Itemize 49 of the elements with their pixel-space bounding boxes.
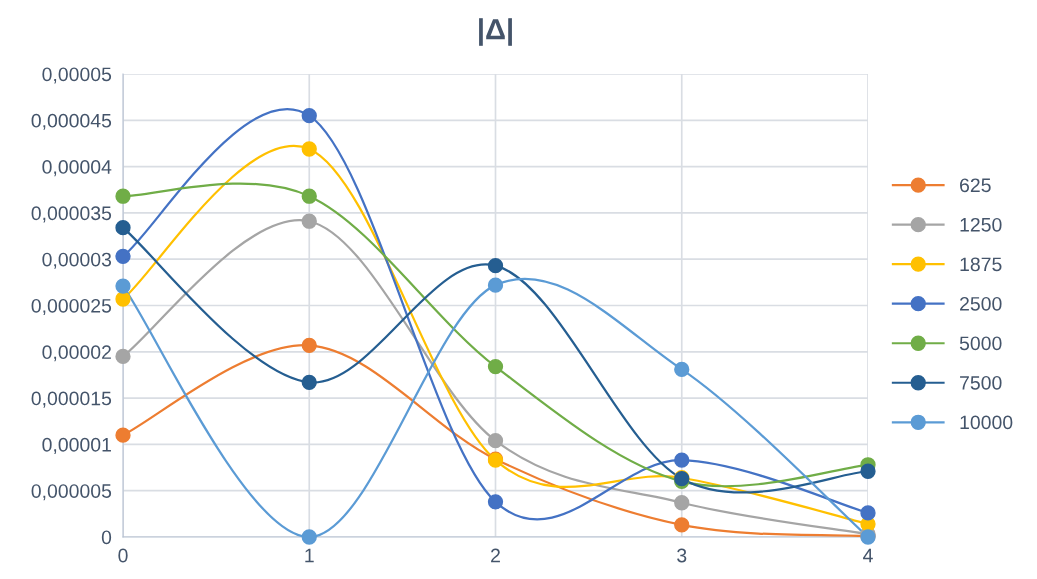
y-tick-label: 0,000045 xyxy=(31,113,112,130)
point xyxy=(674,452,690,468)
point xyxy=(115,291,131,307)
point xyxy=(674,361,690,378)
y-tick-label: 0 xyxy=(101,530,112,545)
y-tick-label: 0,000035 xyxy=(31,206,112,223)
point xyxy=(860,463,876,479)
point xyxy=(487,258,504,274)
x-tick-label: 0 xyxy=(118,548,128,563)
x-tick-label: 2 xyxy=(491,548,500,563)
point xyxy=(115,220,131,236)
y-tick-label: 0,00001 xyxy=(42,437,111,454)
legend-label: 1875 xyxy=(960,257,1002,272)
point xyxy=(115,278,131,294)
y-tick-label: 0,000025 xyxy=(31,298,112,316)
point xyxy=(860,505,876,521)
y-tick-label: 0,00003 xyxy=(42,252,112,269)
y-tick-label: 0,000005 xyxy=(31,484,112,501)
point xyxy=(301,374,317,390)
point xyxy=(674,517,690,533)
point xyxy=(301,141,317,157)
point xyxy=(301,108,317,124)
point xyxy=(115,248,131,265)
legend-label: 10000 xyxy=(960,415,1013,430)
y-tick-label: 0,00005 xyxy=(42,67,112,84)
point xyxy=(115,348,131,365)
legend-label: 2500 xyxy=(960,296,1002,311)
legend-label: 5000 xyxy=(959,336,1002,351)
legend-label: 1250 xyxy=(960,217,1002,232)
y-tick-label: 0,00004 xyxy=(42,160,112,177)
point xyxy=(487,494,504,510)
point xyxy=(115,427,131,443)
chart-title: |Δ| xyxy=(479,18,512,46)
y-tick-label: 0,000015 xyxy=(31,391,112,408)
point xyxy=(115,188,131,204)
point xyxy=(301,337,317,353)
point xyxy=(301,529,317,545)
point xyxy=(487,277,504,293)
point xyxy=(487,433,504,449)
x-tick-label: 4 xyxy=(863,548,873,563)
point xyxy=(301,213,317,229)
x-tick-label: 1 xyxy=(305,548,314,563)
x-tick-label: 3 xyxy=(677,548,687,563)
point xyxy=(301,188,317,204)
legend-label: 7500 xyxy=(960,375,1002,390)
legend-label: 625 xyxy=(960,178,991,193)
y-tick-label: 0,00002 xyxy=(42,345,111,362)
point xyxy=(674,495,690,511)
point xyxy=(487,358,504,375)
